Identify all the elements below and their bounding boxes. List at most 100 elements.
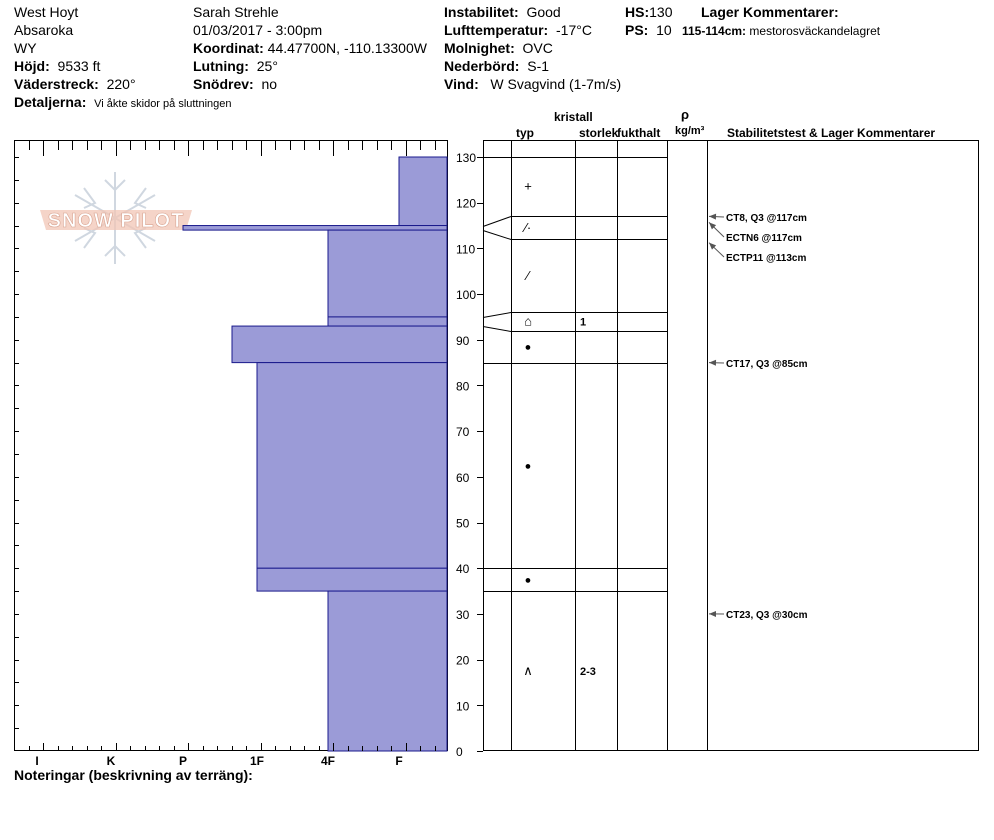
snow-pilot-logo-text: SNOW PILOT xyxy=(48,210,185,232)
hardness-layer-1 xyxy=(182,225,448,231)
depth-tick-label: 130 xyxy=(456,151,476,165)
sky-cover-label: Molnighet: xyxy=(444,40,515,56)
layer-table-frame xyxy=(483,140,979,751)
hardness-layer-7 xyxy=(327,590,448,752)
depth-tick-label: 20 xyxy=(456,654,470,668)
hardness-label-P: P xyxy=(179,754,187,768)
pit-depth-value: 10 xyxy=(656,22,672,38)
snow-height: HS:130 xyxy=(625,3,672,21)
elevation-value: 9533 ft xyxy=(57,58,101,74)
observation-datetime: 01/03/2017 - 3:00pm xyxy=(193,22,323,38)
elevation-label: Höjd: xyxy=(14,58,50,74)
depth-tick-label: 100 xyxy=(456,288,476,302)
stability-tests: CT8, Q3 @117cm ECTN6 @117cm ECTP11 @113cm C… xyxy=(708,213,808,621)
air-temperature-label: Lufttemperatur: xyxy=(444,22,549,38)
aspect-value: 220° xyxy=(106,76,136,92)
wind-drift: Snödrev: no xyxy=(193,75,277,93)
test-arrowhead xyxy=(709,222,717,230)
wind-drift-label: Snödrev: xyxy=(193,76,254,92)
column-header-size: storlek xyxy=(579,126,619,140)
grain-type-symbol: ⁄· xyxy=(522,220,532,235)
grain-type-symbol: ⌂ xyxy=(524,313,532,328)
layer-comment-range: 115-114cm: xyxy=(682,24,747,38)
snow-height-label: HS: xyxy=(625,4,650,20)
stability-test-label: ECTP11 @113cm xyxy=(726,253,806,264)
depth-tick-label: 30 xyxy=(456,608,470,622)
depth-tick-label: 40 xyxy=(456,562,470,576)
depth-tick-label: 50 xyxy=(456,517,470,531)
wind: Vind: W Svagvind (1-7m/s) xyxy=(444,75,621,93)
column-header-density-unit: kg/m³ xyxy=(675,125,705,137)
hardness-label-K: K xyxy=(107,754,116,768)
snow-height-value: 130 xyxy=(649,4,673,20)
left-axis-ticks xyxy=(14,157,19,729)
layer-comment: 115-114cm: mestorosväckandelagret xyxy=(682,22,880,40)
depth-tick-label: 10 xyxy=(456,699,470,713)
test-arrowhead xyxy=(709,242,717,250)
test-arrowhead xyxy=(709,610,717,617)
instability-value: Good xyxy=(526,4,561,20)
aspect-label: Väderstreck: xyxy=(14,76,99,92)
precipitation: Nederbörd: S-1 xyxy=(444,57,549,75)
grain-size-value: 1 xyxy=(580,316,586,328)
hardness-layer-5 xyxy=(256,362,448,569)
sky-cover-value: OVC xyxy=(522,40,553,56)
instability-label: Instabilitet: xyxy=(444,4,519,20)
slope-label: Lutning: xyxy=(193,58,249,74)
pit-depth: PS: 10 xyxy=(625,21,672,39)
details: Detaljerna: Vi åkte skidor på sluttninge… xyxy=(14,93,232,113)
grain-type-symbol: ● xyxy=(525,460,532,472)
coordinates-label: Koordinat: xyxy=(193,40,264,56)
wind-drift-value: no xyxy=(261,76,278,92)
coordinates-value: 44.47700N, -110.13300W xyxy=(267,40,427,56)
air-temperature-value: -17°C xyxy=(556,22,592,38)
column-header-crystal: kristall xyxy=(554,110,593,124)
layer-comments-heading: Lager Kommentarer: xyxy=(701,3,839,21)
depth-tick-label: 60 xyxy=(456,471,470,485)
slope-value: 25° xyxy=(256,58,278,74)
aspect: Väderstreck: 220° xyxy=(14,75,136,93)
layer-comments-label: Lager Kommentarer: xyxy=(701,4,839,20)
test-arrowhead xyxy=(709,213,717,220)
grain-type-symbol: ∧ xyxy=(523,663,533,678)
wind-value: W Svagvind (1-7m/s) xyxy=(490,76,622,92)
layer-boundary xyxy=(482,312,667,318)
depth-tick-label: 110 xyxy=(456,242,475,256)
hardness-axis-labels: I K P 1F 4F F xyxy=(35,754,402,768)
stability-test-label: CT23, Q3 @30cm xyxy=(726,610,808,621)
observer-name: Sarah Strehle xyxy=(193,4,279,20)
depth-tick-label: 0 xyxy=(456,745,463,759)
slope: Lutning: 25° xyxy=(193,57,278,75)
air-temperature: Lufttemperatur: -17°C xyxy=(444,21,592,39)
depth-tick-label: 90 xyxy=(456,334,470,348)
test-arrowhead xyxy=(709,359,717,366)
grain-type-symbol: + xyxy=(524,179,532,194)
hardness-label-4F: 4F xyxy=(321,754,335,768)
layer-boundary xyxy=(482,326,667,332)
hardness-layer-4 xyxy=(231,325,448,364)
hardness-axis-ticks xyxy=(14,140,436,751)
mountain-range: Absaroka xyxy=(14,22,74,38)
stability-test-label: CT17, Q3 @85cm xyxy=(726,359,808,370)
depth-tick-label: 70 xyxy=(456,425,470,439)
hardness-layer-0 xyxy=(398,156,448,227)
depth-axis: 0 10 20 30 40 50 60 70 80 90 100 110 120 130 xyxy=(456,140,484,759)
depth-tick-label: 80 xyxy=(456,379,470,393)
stability-test-label: CT8, Q3 @117cm xyxy=(726,213,807,224)
grain-type-symbol: ● xyxy=(525,342,532,354)
elevation: Höjd: 9533 ft xyxy=(14,57,100,75)
coordinates: Koordinat: 44.47700N, -110.13300W xyxy=(193,39,427,57)
layer-boundary xyxy=(482,216,667,227)
hardness-layer-3 xyxy=(327,316,448,327)
grain-type-symbol: ● xyxy=(525,575,532,587)
layer-comment-text: mestorosväckandelagret xyxy=(749,24,881,38)
column-header-stability: Stabilitetstest & Lager Kommentarer xyxy=(727,126,935,140)
precipitation-label: Nederbörd: xyxy=(444,58,520,74)
location-name: West Hoyt xyxy=(14,4,79,20)
column-header-moisture: fukthalt xyxy=(617,126,660,140)
column-header-type: typ xyxy=(516,126,534,140)
depth-tick-label: 120 xyxy=(456,197,476,211)
stability-test-label: ECTN6 @117cm xyxy=(726,233,802,244)
grain-size-value: 2-3 xyxy=(580,666,596,678)
